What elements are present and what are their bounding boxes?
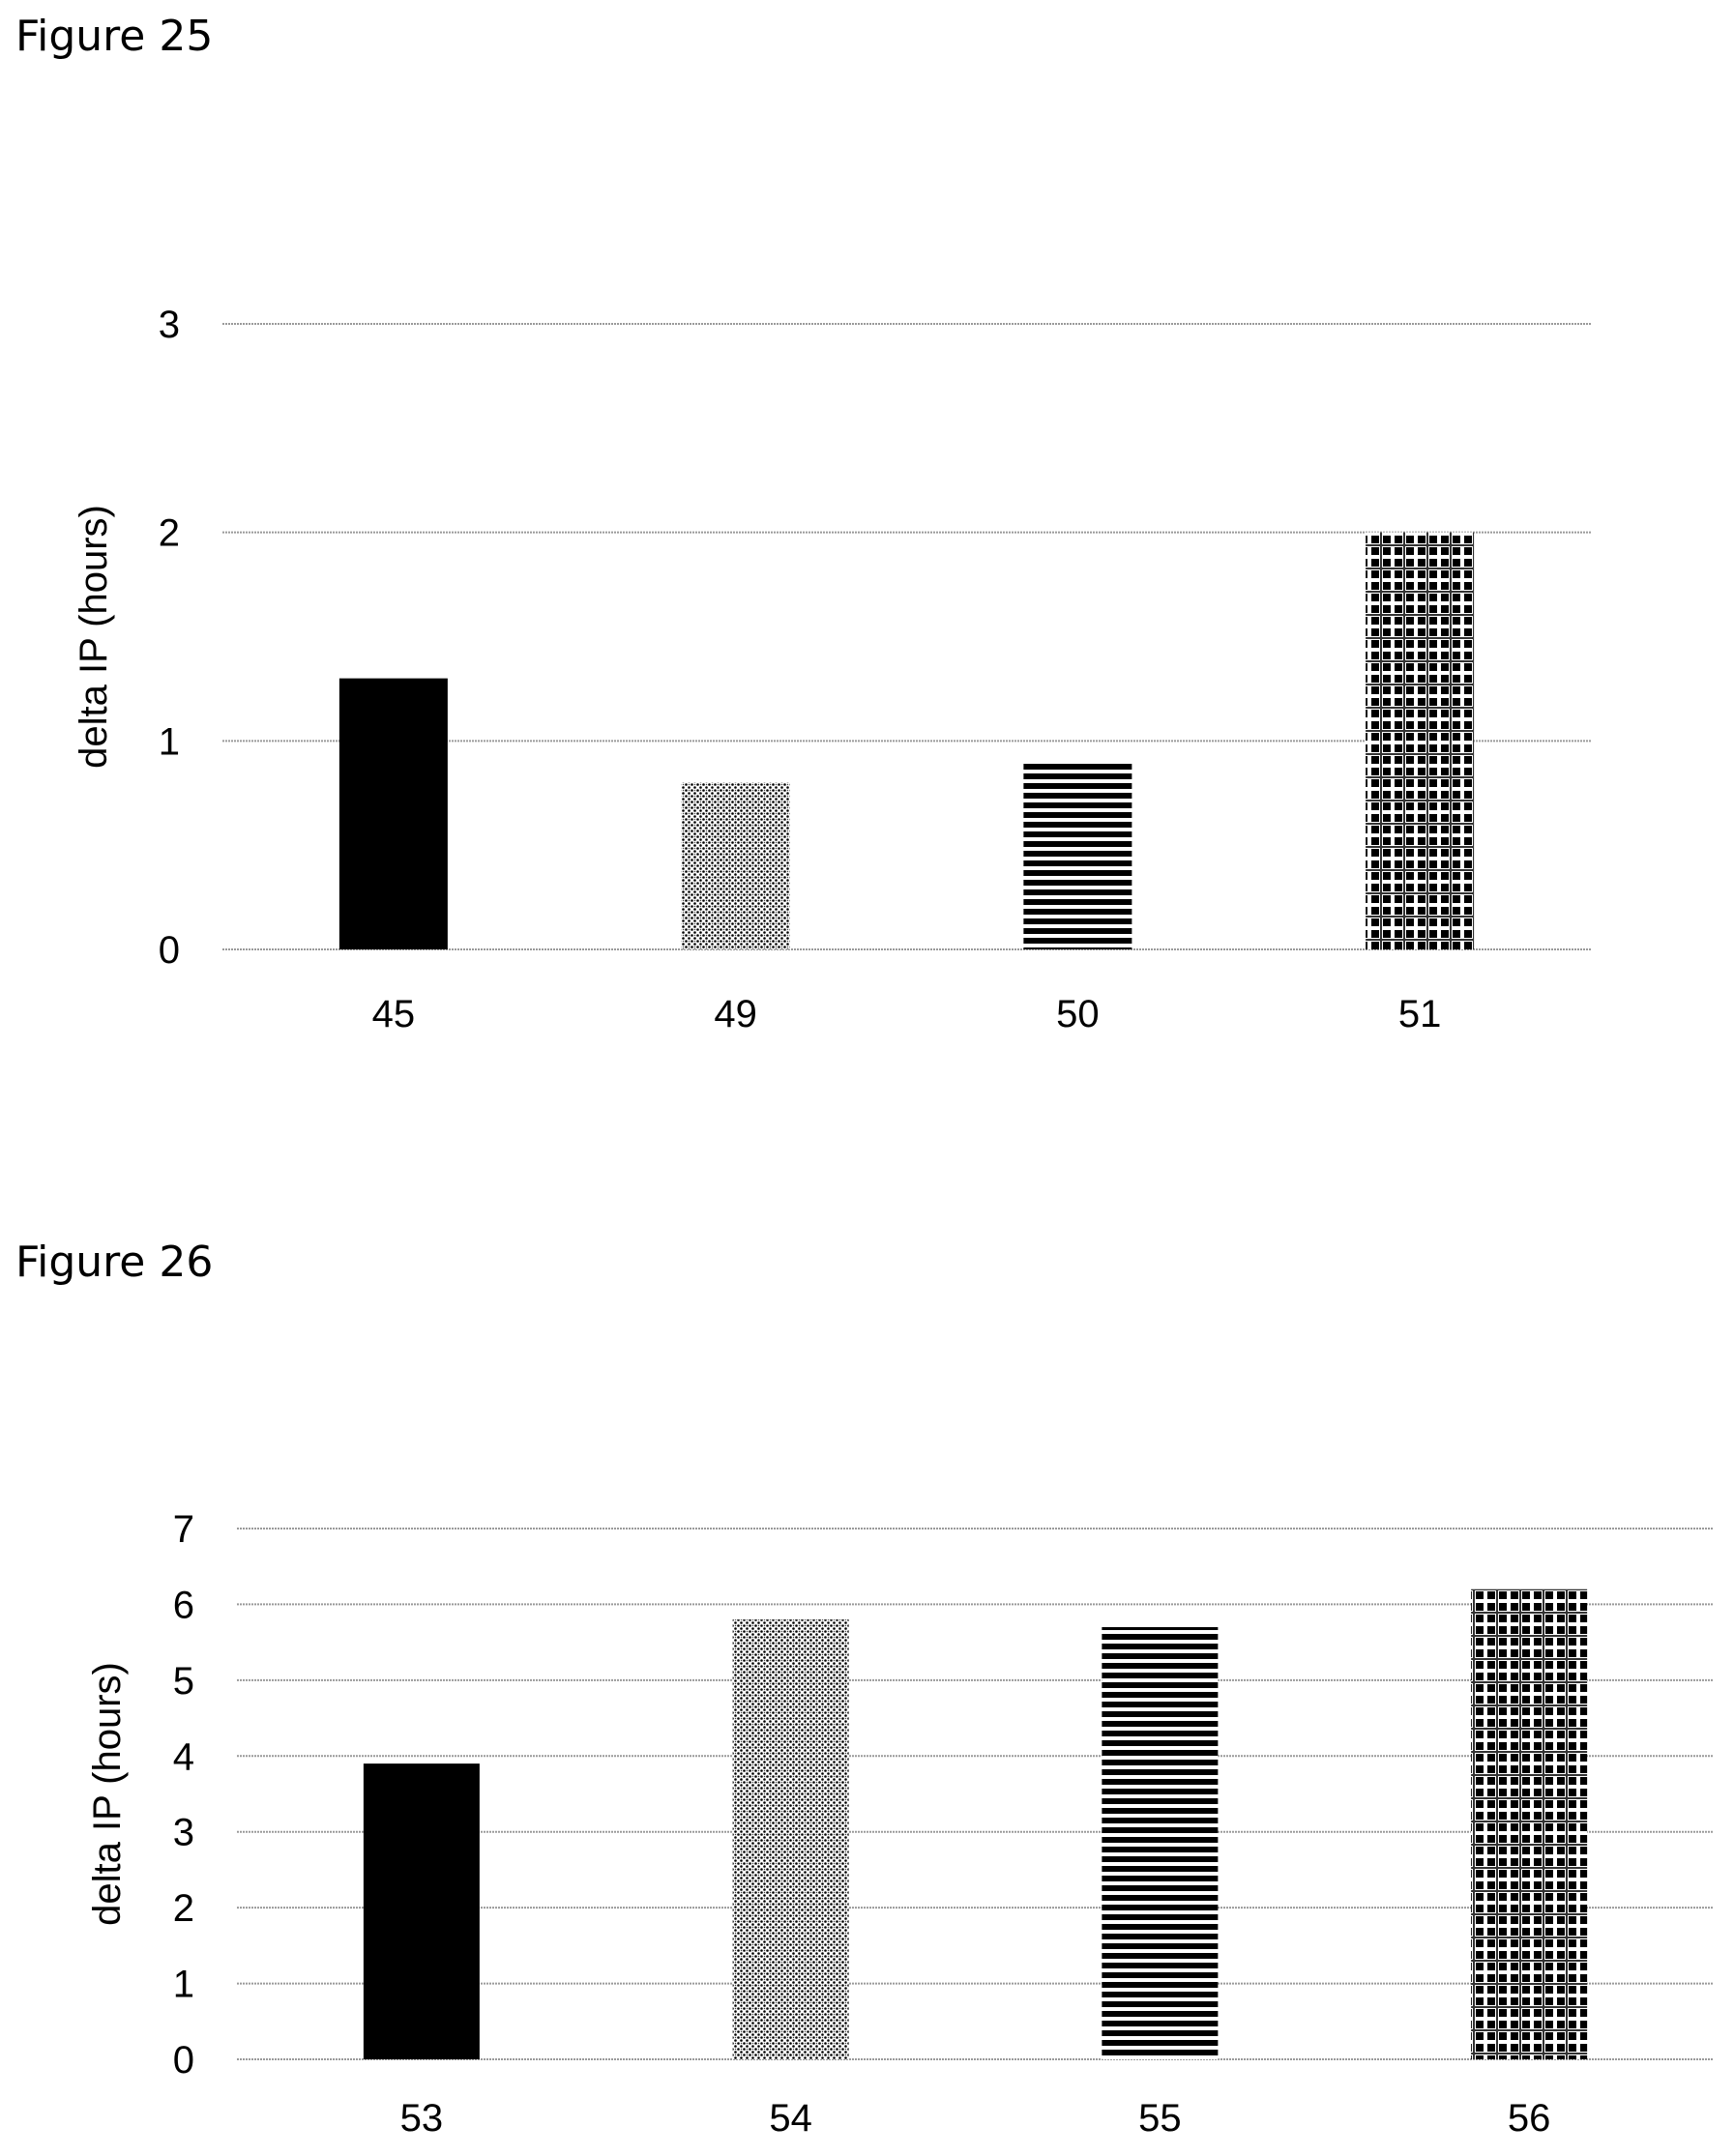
x-tick-label: 50	[1056, 993, 1100, 1035]
x-tick-label: 49	[714, 993, 757, 1035]
bar-50	[1023, 764, 1132, 949]
y-axis-title: delta IP (hours)	[86, 1662, 129, 1926]
x-tick-label: 51	[1398, 993, 1442, 1035]
y-tick-label: 2	[159, 512, 180, 555]
x-tick-label: 55	[1138, 2097, 1182, 2140]
x-tick-label: 56	[1508, 2097, 1551, 2140]
bar-45	[338, 678, 448, 949]
x-tick-label: 45	[372, 993, 416, 1035]
bar-55	[1102, 1626, 1219, 2059]
bar-53	[363, 1763, 480, 2059]
y-tick-label: 7	[173, 1508, 194, 1551]
x-tick-label: 54	[769, 2097, 812, 2140]
y-tick-label: 6	[173, 1584, 194, 1626]
bar-51	[1366, 532, 1475, 949]
figure-26-caption: Figure 26	[15, 1238, 214, 1287]
y-tick-label: 1	[173, 1964, 194, 2006]
bar-56	[1471, 1588, 1588, 2059]
figure-25-caption: Figure 25	[15, 12, 214, 61]
y-tick-label: 0	[159, 929, 180, 972]
y-tick-label: 3	[173, 1812, 194, 1854]
y-tick-label: 3	[159, 304, 180, 346]
figure-25-chart: 0 1 2 3 45 49 50 51 delta IP (hours)	[73, 304, 1591, 1035]
x-tick-label: 53	[400, 2097, 444, 2140]
y-tick-label: 0	[173, 2039, 194, 2082]
bar-49	[681, 782, 790, 949]
y-tick-label: 4	[173, 1735, 194, 1778]
y-axis-title: delta IP (hours)	[73, 505, 115, 769]
y-tick-label: 1	[159, 720, 180, 763]
bar-54	[732, 1619, 849, 2059]
y-tick-label: 5	[173, 1660, 194, 1703]
y-tick-label: 2	[173, 1887, 194, 1930]
